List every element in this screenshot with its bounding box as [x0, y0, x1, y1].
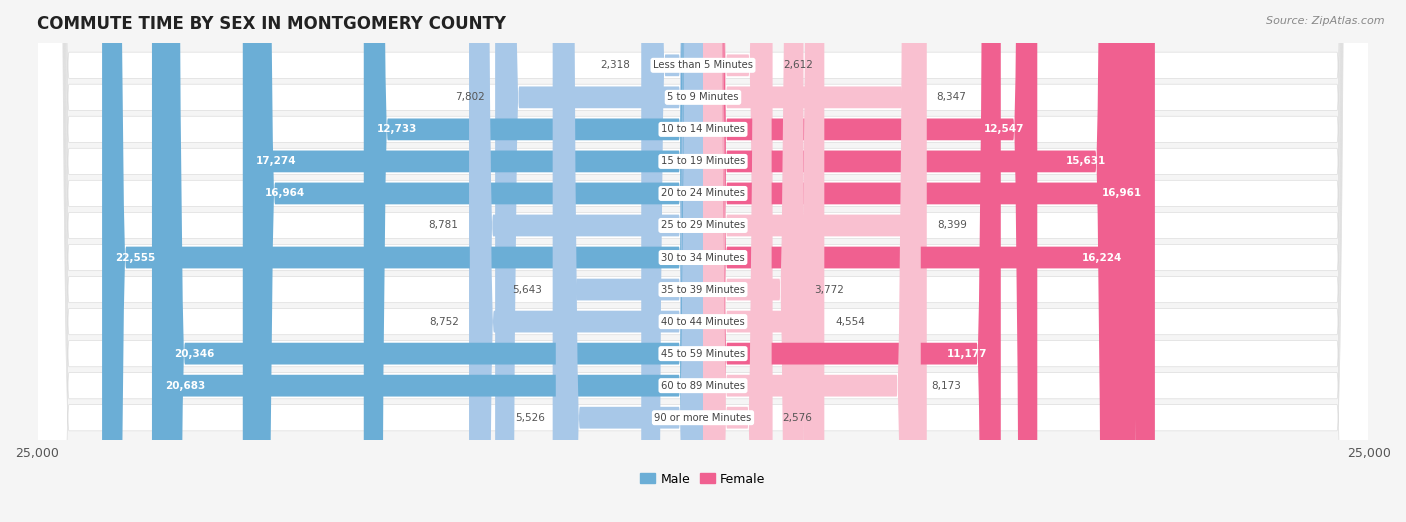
FancyBboxPatch shape: [37, 0, 1369, 522]
FancyBboxPatch shape: [37, 0, 1369, 522]
Text: 11,177: 11,177: [948, 349, 987, 359]
Text: 15 to 19 Minutes: 15 to 19 Minutes: [661, 157, 745, 167]
FancyBboxPatch shape: [37, 0, 1369, 522]
Text: 12,547: 12,547: [983, 124, 1024, 134]
FancyBboxPatch shape: [641, 0, 703, 522]
FancyBboxPatch shape: [252, 0, 703, 522]
Text: COMMUTE TIME BY SEX IN MONTGOMERY COUNTY: COMMUTE TIME BY SEX IN MONTGOMERY COUNTY: [37, 15, 506, 33]
Text: 5,526: 5,526: [515, 413, 546, 423]
Text: 8,781: 8,781: [429, 220, 458, 231]
Text: 17,274: 17,274: [256, 157, 297, 167]
FancyBboxPatch shape: [703, 0, 921, 522]
FancyBboxPatch shape: [470, 0, 703, 522]
Text: 10 to 14 Minutes: 10 to 14 Minutes: [661, 124, 745, 134]
Text: 15,631: 15,631: [1066, 157, 1107, 167]
FancyBboxPatch shape: [703, 0, 772, 522]
Text: 8,399: 8,399: [938, 220, 967, 231]
Text: 45 to 59 Minutes: 45 to 59 Minutes: [661, 349, 745, 359]
FancyBboxPatch shape: [555, 0, 703, 522]
Text: 4,554: 4,554: [835, 316, 865, 327]
FancyBboxPatch shape: [37, 0, 1369, 522]
Text: 8,347: 8,347: [936, 92, 966, 102]
FancyBboxPatch shape: [37, 0, 1369, 522]
Text: Less than 5 Minutes: Less than 5 Minutes: [652, 61, 754, 70]
Text: 8,752: 8,752: [429, 316, 460, 327]
FancyBboxPatch shape: [703, 0, 1154, 522]
Text: 2,612: 2,612: [783, 61, 813, 70]
FancyBboxPatch shape: [703, 0, 1119, 522]
FancyBboxPatch shape: [37, 0, 1369, 522]
Text: 2,576: 2,576: [782, 413, 813, 423]
Text: 16,224: 16,224: [1081, 253, 1122, 263]
FancyBboxPatch shape: [37, 0, 1369, 522]
Text: 20,346: 20,346: [174, 349, 215, 359]
FancyBboxPatch shape: [243, 0, 703, 522]
Text: 12,733: 12,733: [377, 124, 418, 134]
Text: 3,772: 3,772: [814, 284, 844, 294]
FancyBboxPatch shape: [37, 0, 1369, 522]
FancyBboxPatch shape: [37, 0, 1369, 522]
FancyBboxPatch shape: [364, 0, 703, 522]
FancyBboxPatch shape: [37, 0, 1369, 522]
FancyBboxPatch shape: [703, 0, 925, 522]
Text: 5,643: 5,643: [512, 284, 541, 294]
Text: 90 or more Minutes: 90 or more Minutes: [654, 413, 752, 423]
Text: 8,173: 8,173: [931, 381, 962, 390]
FancyBboxPatch shape: [37, 0, 1369, 522]
FancyBboxPatch shape: [37, 0, 1369, 522]
FancyBboxPatch shape: [703, 0, 772, 522]
FancyBboxPatch shape: [553, 0, 703, 522]
Text: 16,964: 16,964: [264, 188, 305, 198]
FancyBboxPatch shape: [103, 0, 703, 522]
FancyBboxPatch shape: [152, 0, 703, 522]
Text: Source: ZipAtlas.com: Source: ZipAtlas.com: [1267, 16, 1385, 26]
Legend: Male, Female: Male, Female: [641, 472, 765, 485]
FancyBboxPatch shape: [703, 0, 1135, 522]
Text: 25 to 29 Minutes: 25 to 29 Minutes: [661, 220, 745, 231]
FancyBboxPatch shape: [160, 0, 703, 522]
Text: 22,555: 22,555: [115, 253, 156, 263]
Text: 20,683: 20,683: [166, 381, 205, 390]
FancyBboxPatch shape: [703, 0, 927, 522]
Text: 40 to 44 Minutes: 40 to 44 Minutes: [661, 316, 745, 327]
FancyBboxPatch shape: [495, 0, 703, 522]
Text: 20 to 24 Minutes: 20 to 24 Minutes: [661, 188, 745, 198]
FancyBboxPatch shape: [703, 0, 1038, 522]
Text: 30 to 34 Minutes: 30 to 34 Minutes: [661, 253, 745, 263]
FancyBboxPatch shape: [703, 0, 803, 522]
Text: 60 to 89 Minutes: 60 to 89 Minutes: [661, 381, 745, 390]
FancyBboxPatch shape: [703, 0, 824, 522]
Text: 5 to 9 Minutes: 5 to 9 Minutes: [668, 92, 738, 102]
Text: 35 to 39 Minutes: 35 to 39 Minutes: [661, 284, 745, 294]
FancyBboxPatch shape: [703, 0, 1001, 522]
Text: 2,318: 2,318: [600, 61, 630, 70]
FancyBboxPatch shape: [470, 0, 703, 522]
Text: 7,802: 7,802: [454, 92, 485, 102]
Text: 16,961: 16,961: [1101, 188, 1142, 198]
